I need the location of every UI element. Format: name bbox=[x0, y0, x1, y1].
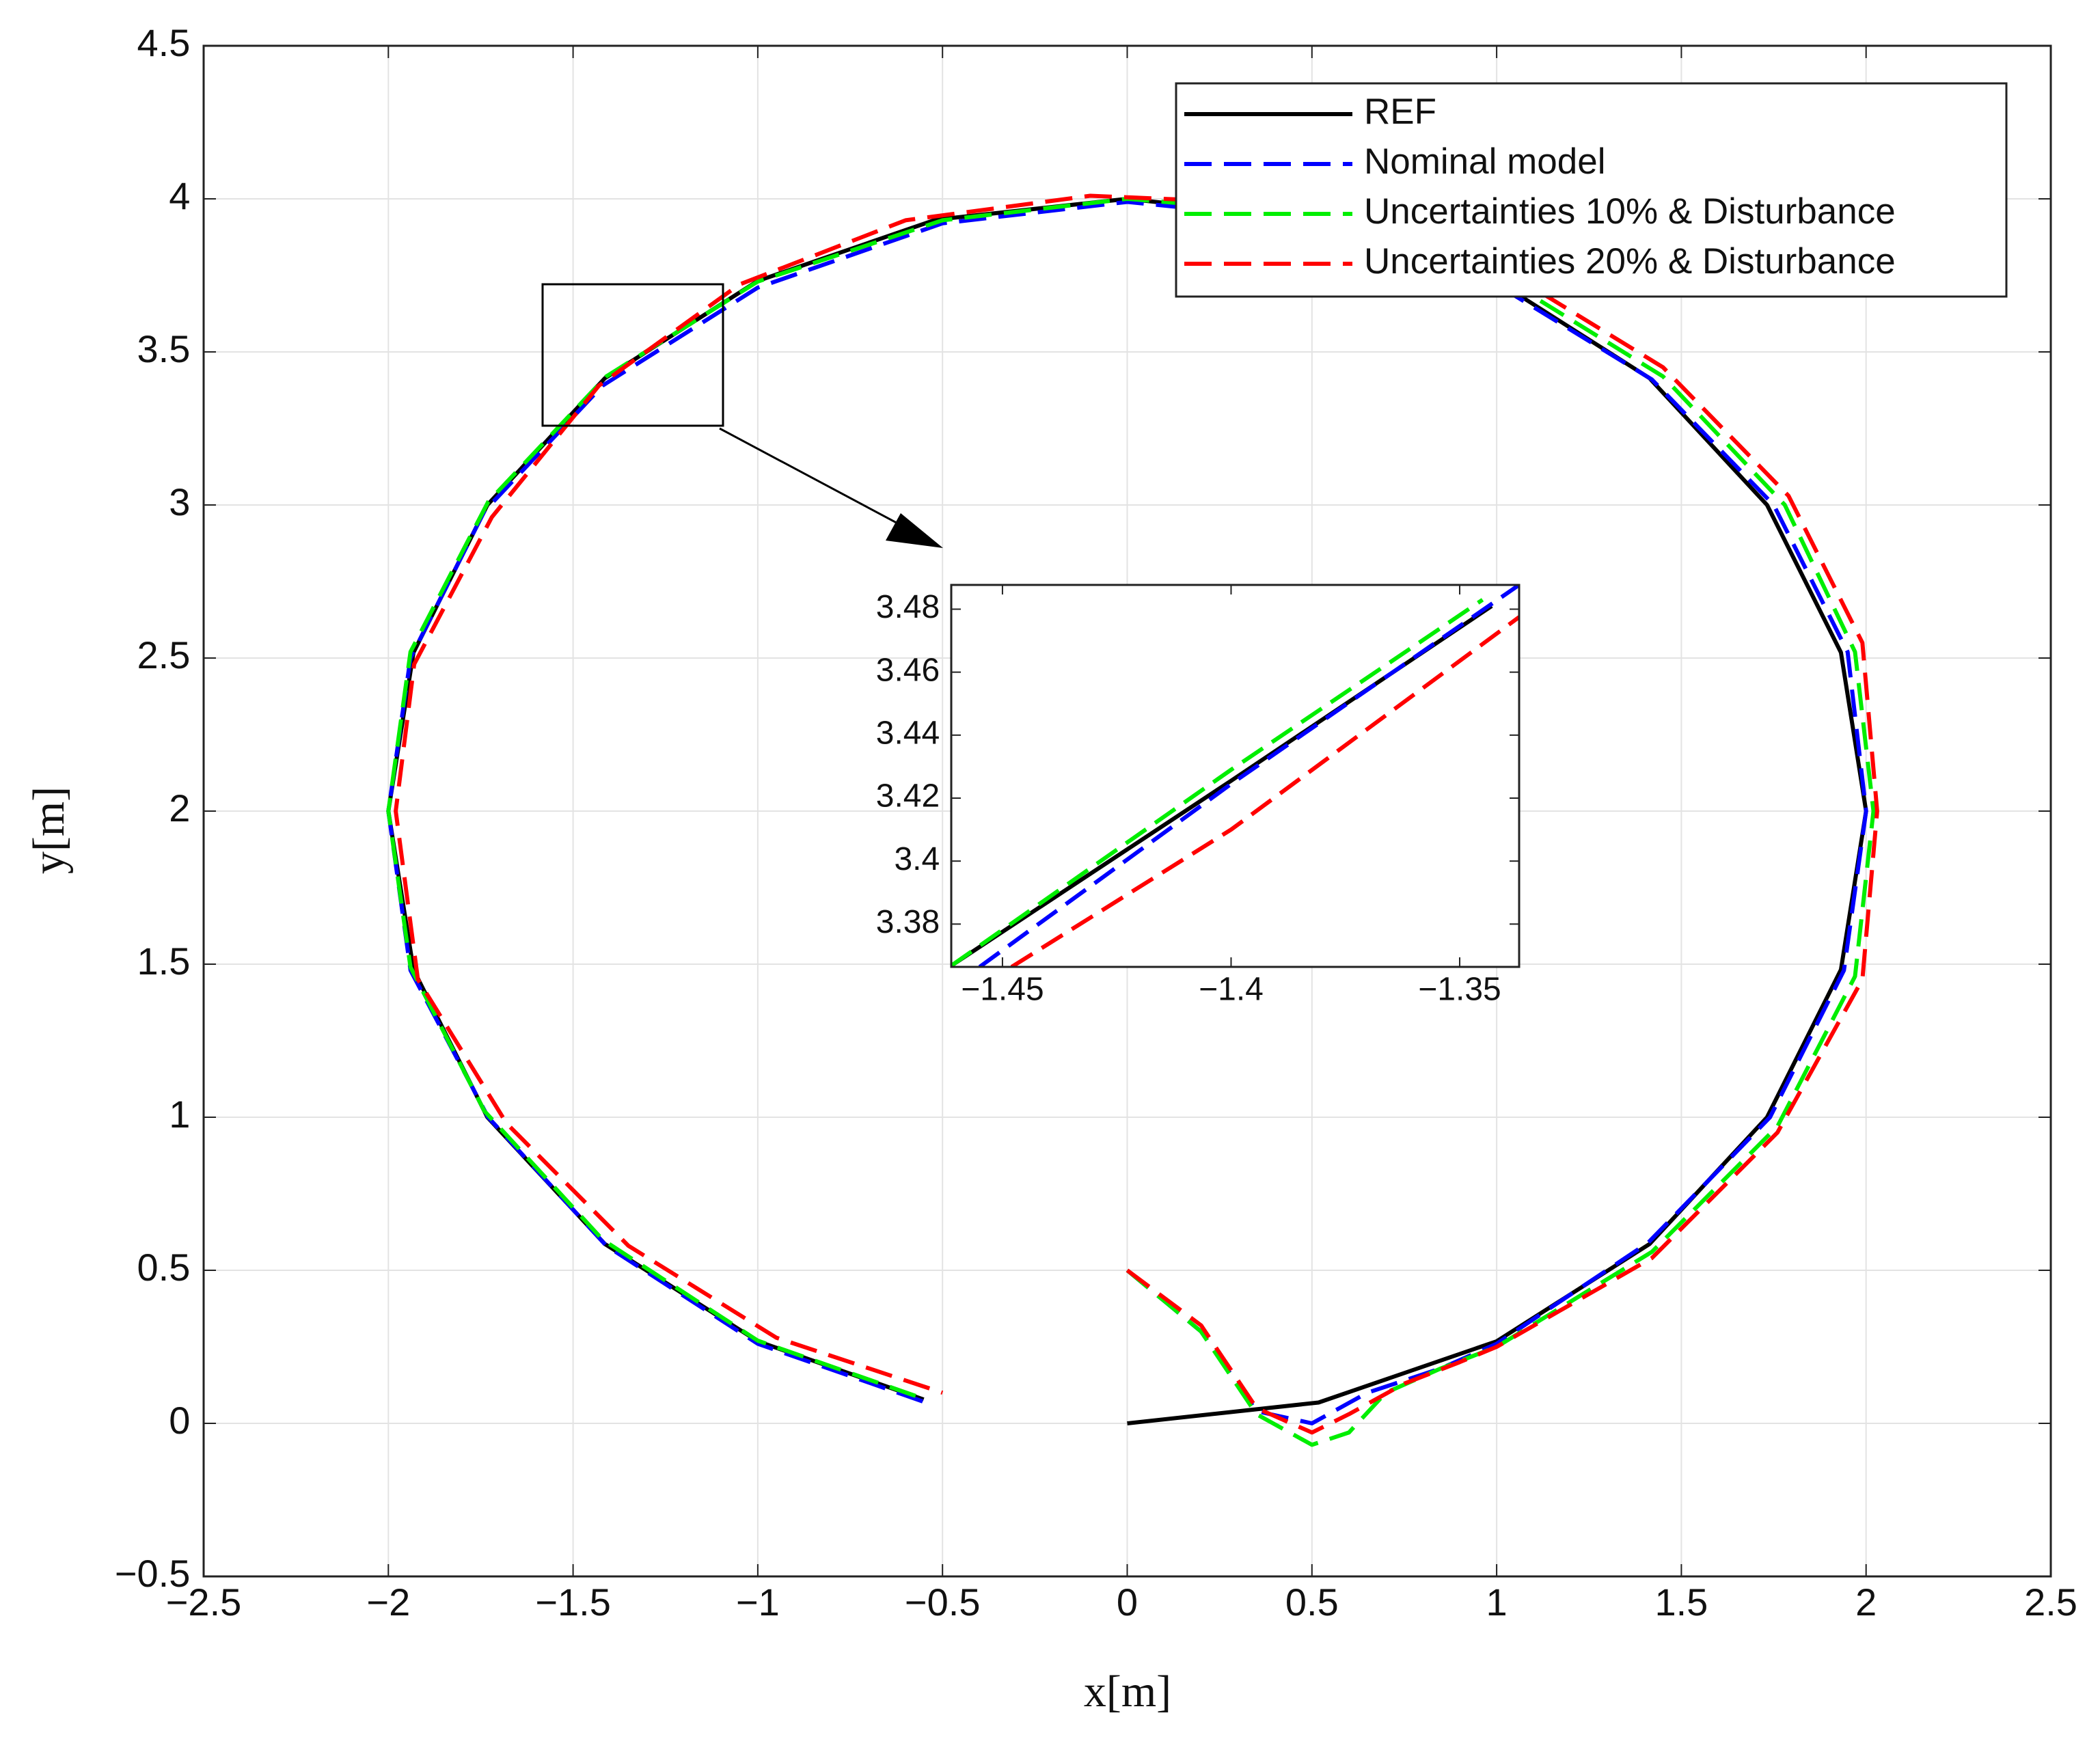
x-tick-label: −2.5 bbox=[166, 1581, 242, 1624]
y-tick-label: 1 bbox=[169, 1093, 190, 1136]
y-tick-label: 3.46 bbox=[876, 652, 940, 688]
x-tick-label: 0 bbox=[1117, 1581, 1138, 1624]
y-tick-label: 2 bbox=[169, 787, 190, 830]
x-tick-label: 0.5 bbox=[1285, 1581, 1339, 1624]
y-tick-label: 0 bbox=[169, 1399, 190, 1442]
y-tick-label: 3.5 bbox=[137, 327, 191, 370]
y-tick-label: 1.5 bbox=[137, 940, 191, 983]
x-tick-label: 1 bbox=[1486, 1581, 1508, 1624]
y-tick-label: 2.5 bbox=[137, 633, 191, 676]
x-tick-label: −1.45 bbox=[961, 972, 1044, 1008]
y-tick-label: 3.38 bbox=[876, 904, 940, 940]
x-tick-label: −0.5 bbox=[905, 1581, 981, 1624]
x-tick-label: −1 bbox=[736, 1581, 780, 1624]
x-tick-label: −1.5 bbox=[535, 1581, 611, 1624]
legend: REF Nominal model Uncertainties 10% & Dist… bbox=[1175, 82, 2008, 298]
series-line bbox=[394, 193, 1879, 1435]
y-axis-label: y[m] bbox=[24, 787, 74, 874]
x-tick-label: 2 bbox=[1855, 1581, 1877, 1624]
x-tick-label: −1.4 bbox=[1199, 972, 1264, 1008]
plot-frame bbox=[202, 44, 2052, 1578]
y-tick-label: 3.4 bbox=[894, 841, 940, 877]
y-tick-label: 3.48 bbox=[876, 589, 940, 625]
legend-label: Nominal model bbox=[1364, 141, 1605, 182]
x-axis-label: x[m] bbox=[1084, 1667, 1171, 1717]
legend-box bbox=[1175, 82, 2008, 298]
y-tick-label: 0.5 bbox=[137, 1246, 191, 1289]
zoom-box bbox=[541, 283, 724, 427]
x-tick-label: −2 bbox=[366, 1581, 410, 1624]
series-line bbox=[386, 197, 1876, 1447]
zoom-arrow bbox=[719, 427, 927, 540]
series-line bbox=[951, 598, 1484, 967]
series-line bbox=[978, 585, 1519, 967]
series-line bbox=[1010, 615, 1519, 967]
zoom-arrow-head bbox=[886, 513, 943, 548]
plot-frame bbox=[950, 584, 1521, 968]
x-tick-label: 2.5 bbox=[2024, 1581, 2077, 1624]
y-tick-label: 3 bbox=[169, 480, 190, 523]
x-tick-label: 1.5 bbox=[1654, 1581, 1708, 1624]
legend-label: Uncertainties 20% & Disturbance bbox=[1364, 241, 1896, 282]
y-tick-label: −0.5 bbox=[115, 1552, 191, 1595]
y-tick-label: 3.44 bbox=[876, 715, 940, 751]
x-tick-label: −1.35 bbox=[1418, 972, 1501, 1008]
y-tick-label: 4 bbox=[169, 174, 190, 217]
legend-label: REF bbox=[1364, 92, 1436, 132]
legend-label: Uncertainties 10% & Disturbance bbox=[1364, 191, 1896, 232]
y-tick-label: 4.5 bbox=[137, 21, 191, 64]
y-tick-label: 3.42 bbox=[876, 778, 940, 815]
inset-plot: −1.45 −1.4 −1.35 3.38 3.4 3.42 3.44 3.46 3.48 bbox=[876, 584, 1521, 1008]
